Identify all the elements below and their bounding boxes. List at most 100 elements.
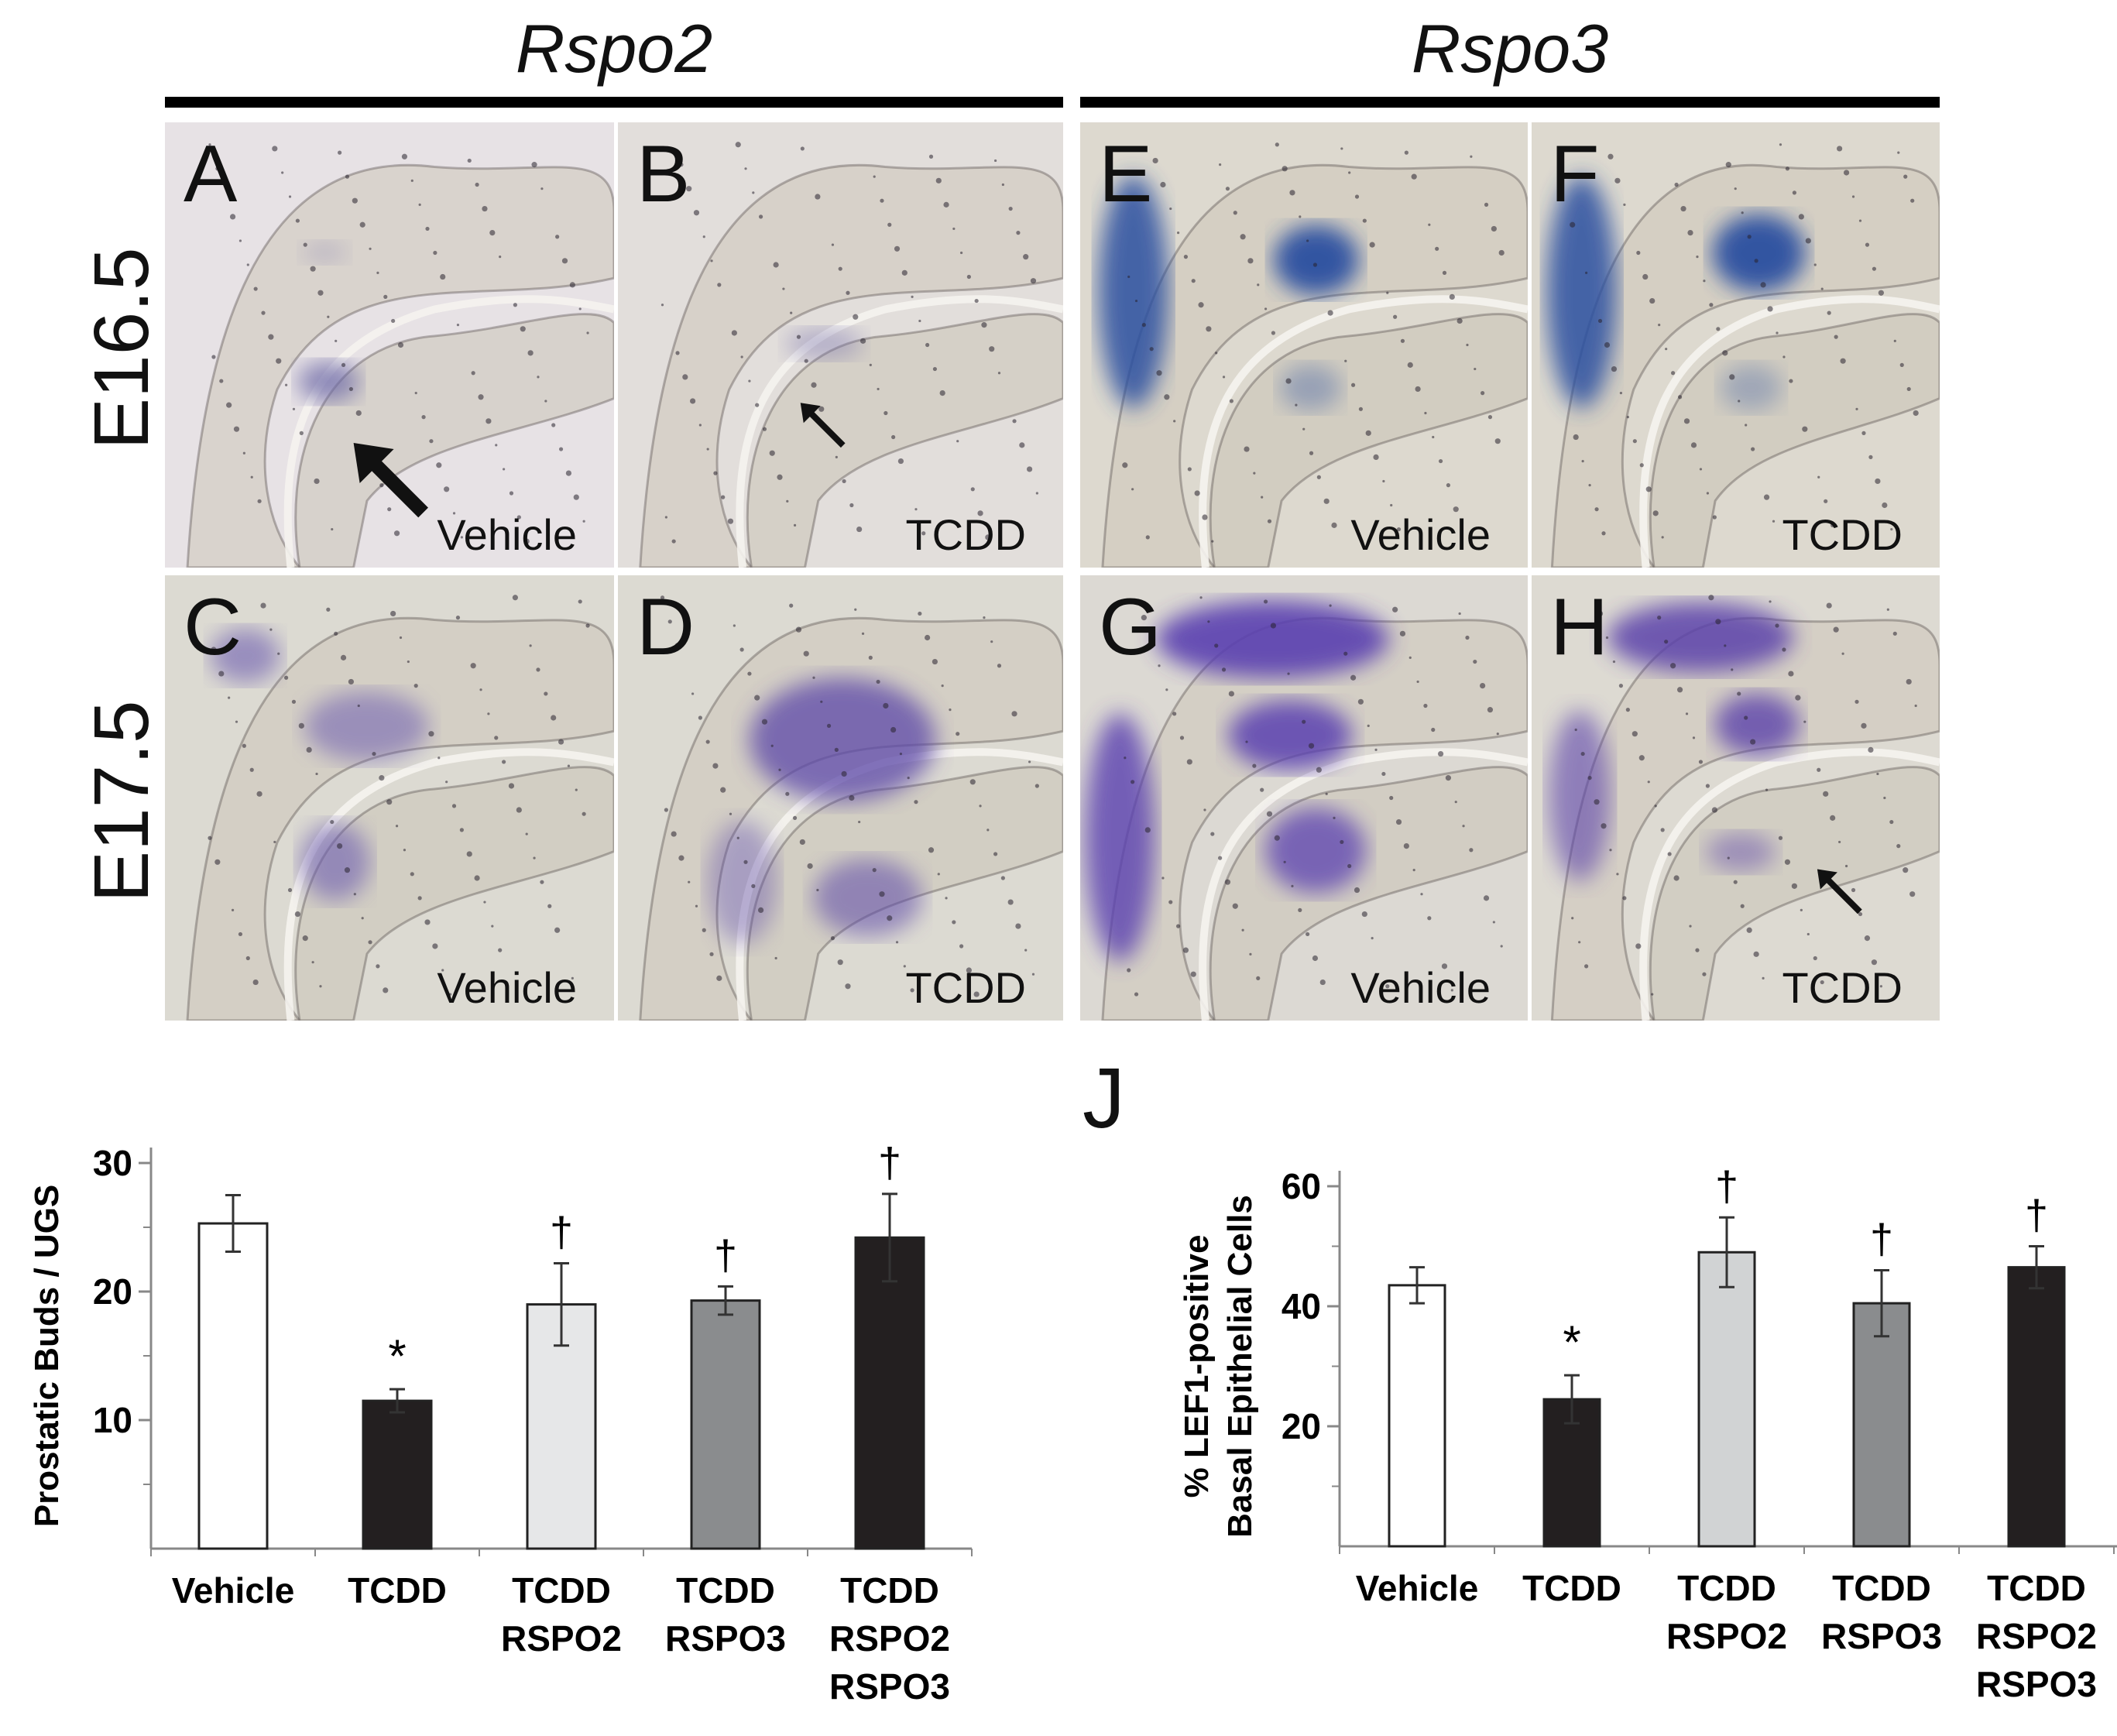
treatment-label: Vehicle <box>1350 963 1491 1012</box>
chart-lef1-basal-cells: 20 40 60 Vehicle * TCDD † TCDD RSPO2 † TCDD RSPO3 † T… <box>1178 1163 2117 1704</box>
melanocyte-speckle <box>1263 599 1268 604</box>
melanocyte-speckle <box>291 699 297 704</box>
category-label: TCDD <box>676 1570 775 1611</box>
melanocyte-speckle <box>702 235 705 238</box>
melanocyte-speckle <box>1830 815 1836 821</box>
melanocyte-speckle <box>1354 887 1360 894</box>
melanocyte-speckle <box>486 418 492 424</box>
tissue-section-image <box>639 595 1063 1021</box>
melanocyte-speckle <box>1896 844 1901 849</box>
melanocyte-speckle <box>1680 205 1686 212</box>
melanocyte-speckle <box>547 904 552 908</box>
melanocyte-speckle <box>941 684 944 688</box>
melanocyte-speckle <box>1438 458 1443 464</box>
melanocyte-speckle <box>990 640 993 643</box>
melanocyte-speckle <box>1745 424 1748 427</box>
melanocyte-speckle <box>979 805 982 808</box>
melanocyte-speckle <box>799 839 805 846</box>
melanocyte-speckle <box>1865 242 1870 247</box>
melanocyte-speckle <box>1685 712 1689 715</box>
melanocyte-speckle <box>1169 207 1172 211</box>
melanocyte-speckle <box>1886 608 1889 611</box>
melanocyte-speckle <box>921 531 926 536</box>
melanocyte-speckle <box>1492 921 1495 924</box>
category-label: Vehicle <box>172 1570 295 1611</box>
melanocyte-speckle <box>1782 647 1786 652</box>
melanocyte-speckle <box>1597 610 1604 617</box>
melanocyte-speckle <box>939 390 945 396</box>
melanocyte-speckle <box>459 828 464 832</box>
melanocyte-speckle <box>1868 455 1873 459</box>
melanocyte-speckle <box>1312 955 1319 962</box>
melanocyte-speckle <box>1331 522 1337 528</box>
melanocyte-speckle <box>778 768 781 771</box>
melanocyte-speckle <box>736 836 739 839</box>
stage-label-e16-5: E16.5 <box>78 247 165 450</box>
category-label: TCDD <box>1677 1568 1776 1608</box>
melanocyte-speckle <box>1584 964 1589 969</box>
significance-marker: † <box>878 1140 901 1186</box>
stain-signal <box>1085 713 1155 962</box>
melanocyte-speckle <box>1031 973 1035 976</box>
melanocyte-speckle <box>1709 303 1714 307</box>
significance-marker: † <box>2025 1192 2048 1239</box>
melanocyte-speckle <box>925 342 930 348</box>
melanocyte-speckle <box>456 324 460 327</box>
melanocyte-speckle <box>582 811 586 816</box>
melanocyte-speckle <box>1365 430 1371 436</box>
melanocyte-speckle <box>569 282 575 288</box>
melanocyte-speckle <box>846 290 850 295</box>
melanocyte-speckle <box>1883 796 1886 800</box>
melanocyte-speckle <box>1228 691 1234 697</box>
melanocyte-speckle <box>1660 828 1665 832</box>
melanocyte-speckle <box>660 304 664 307</box>
melanocyte-speckle <box>1131 780 1135 784</box>
melanocyte-speckle <box>544 691 548 696</box>
melanocyte-speckle <box>1403 843 1409 849</box>
melanocyte-speckle <box>369 247 372 250</box>
melanocyte-speckle <box>1416 680 1419 684</box>
melanocyte-speckle <box>1386 291 1389 294</box>
melanocyte-speckle <box>1823 791 1829 797</box>
melanocyte-speckle <box>1333 816 1336 819</box>
treatment-label: TCDD <box>905 510 1026 559</box>
significance-marker: * <box>1563 1316 1580 1368</box>
melanocyte-speckle <box>729 812 733 815</box>
melanocyte-speckle <box>1274 835 1280 841</box>
melanocyte-speckle <box>226 402 232 408</box>
melanocyte-speckle <box>285 383 288 386</box>
lumen <box>736 295 1063 568</box>
melanocyte-speckle <box>1371 937 1374 940</box>
melanocyte-speckle <box>242 451 245 455</box>
melanocyte-speckle <box>1327 310 1333 316</box>
melanocyte-speckle <box>1158 664 1161 667</box>
stain-signal <box>1607 602 1794 672</box>
melanocyte-speckle <box>1325 792 1328 795</box>
melanocyte-speckle <box>1408 656 1412 659</box>
melanocyte-speckle <box>710 259 713 262</box>
melanocyte-speckle <box>1218 856 1223 860</box>
melanocyte-speckle <box>876 679 880 684</box>
melanocyte-speckle <box>671 831 677 837</box>
melanocyte-speckle <box>1389 795 1394 801</box>
melanocyte-speckle <box>260 602 266 609</box>
category-label: TCDD <box>1522 1568 1621 1608</box>
melanocyte-speckle <box>1161 877 1165 880</box>
stain-signal <box>210 628 280 683</box>
melanocyte-speckle <box>1350 674 1357 681</box>
melanocyte-speckle <box>466 851 472 857</box>
melanocyte-speckle <box>1453 506 1459 513</box>
melanocyte-speckle <box>533 856 536 859</box>
melanocyte-speckle <box>1716 327 1721 331</box>
melanocyte-speckle <box>743 859 748 864</box>
melanocyte-speckle <box>1760 282 1766 288</box>
panel-letter: C <box>184 582 242 672</box>
melanocyte-speckle <box>795 626 802 633</box>
melanocyte-speckle <box>327 315 330 318</box>
melanocyte-speckle <box>812 676 815 679</box>
melanocyte-speckle <box>1261 496 1264 499</box>
melanocyte-speckle <box>1903 867 1909 873</box>
melanocyte-speckle <box>238 239 242 242</box>
melanocyte-speckle <box>1587 776 1592 781</box>
y-axis-label: Prostatic Buds / UGS <box>28 1185 66 1528</box>
